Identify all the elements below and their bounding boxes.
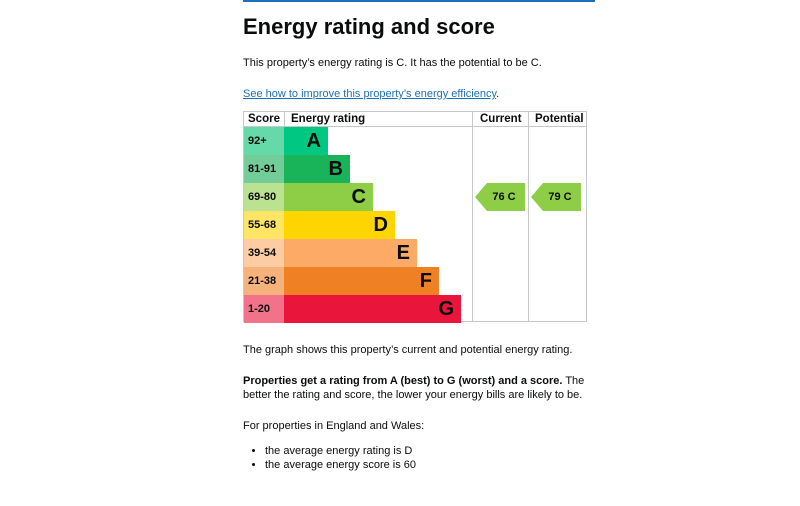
- list-item: the average energy rating is D: [265, 444, 595, 458]
- band-score-range: 39-54: [244, 239, 284, 267]
- current-rating-label: 76 C: [492, 191, 516, 203]
- current-rating-arrow: 76 C: [475, 183, 525, 211]
- band-bar-b: B: [284, 155, 350, 183]
- band-score-range: 1-20: [244, 295, 284, 323]
- current-arrow-shape: [475, 183, 525, 211]
- improve-link-paragraph: See how to improve this property’s energ…: [243, 87, 595, 101]
- improve-efficiency-link[interactable]: See how to improve this property’s energ…: [243, 88, 497, 100]
- band-score-range: 81-91: [244, 155, 284, 183]
- current-column-divider: [472, 112, 473, 321]
- band-bar-d: D: [284, 211, 395, 239]
- band-score-range: 21-38: [244, 267, 284, 295]
- band-score-range: 69-80: [244, 183, 284, 211]
- energy-rating-section: Energy rating and score This property’s …: [243, 0, 595, 472]
- improve-link-suffix: .: [496, 88, 500, 100]
- band-bar-c: C: [284, 183, 373, 211]
- band-bar-f: F: [284, 267, 439, 295]
- energy-rating-chart: Score Energy rating Current Potential 92…: [243, 111, 587, 323]
- band-bar-a: A: [284, 127, 328, 155]
- potential-column-divider: [528, 112, 529, 321]
- page-title: Energy rating and score: [243, 14, 495, 39]
- ratings-explanation-bold: Properties get a rating from A (best) to…: [243, 375, 563, 387]
- ratings-explanation-rest: The better the rating and score, the low…: [243, 375, 585, 401]
- band-bar-g: G: [284, 295, 461, 323]
- band-bar-e: E: [284, 239, 417, 267]
- header-divider: [244, 126, 586, 127]
- current-column-header: Current: [480, 113, 522, 125]
- score-column-header: Score: [248, 113, 280, 125]
- energy-rating-column-header: Energy rating: [291, 113, 366, 125]
- band-score-range: 92+: [244, 127, 284, 155]
- potential-arrow-shape: [531, 183, 581, 211]
- rating-summary: This property’s energy rating is C. It h…: [243, 57, 542, 69]
- list-item: the average energy score is 60: [265, 458, 595, 472]
- graph-caption: The graph shows this property’s current …: [243, 344, 573, 356]
- potential-rating-label: 79 C: [548, 191, 572, 203]
- band-score-range: 55-68: [244, 211, 284, 239]
- england-wales-intro: For properties in England and Wales:: [243, 420, 425, 432]
- ratings-explanation: Properties get a rating from A (best) to…: [243, 374, 595, 402]
- section-top-rule: [243, 0, 595, 2]
- potential-column-header: Potential: [535, 113, 584, 125]
- averages-list: the average energy rating is D the avera…: [243, 444, 595, 472]
- potential-rating-arrow: 79 C: [531, 183, 581, 211]
